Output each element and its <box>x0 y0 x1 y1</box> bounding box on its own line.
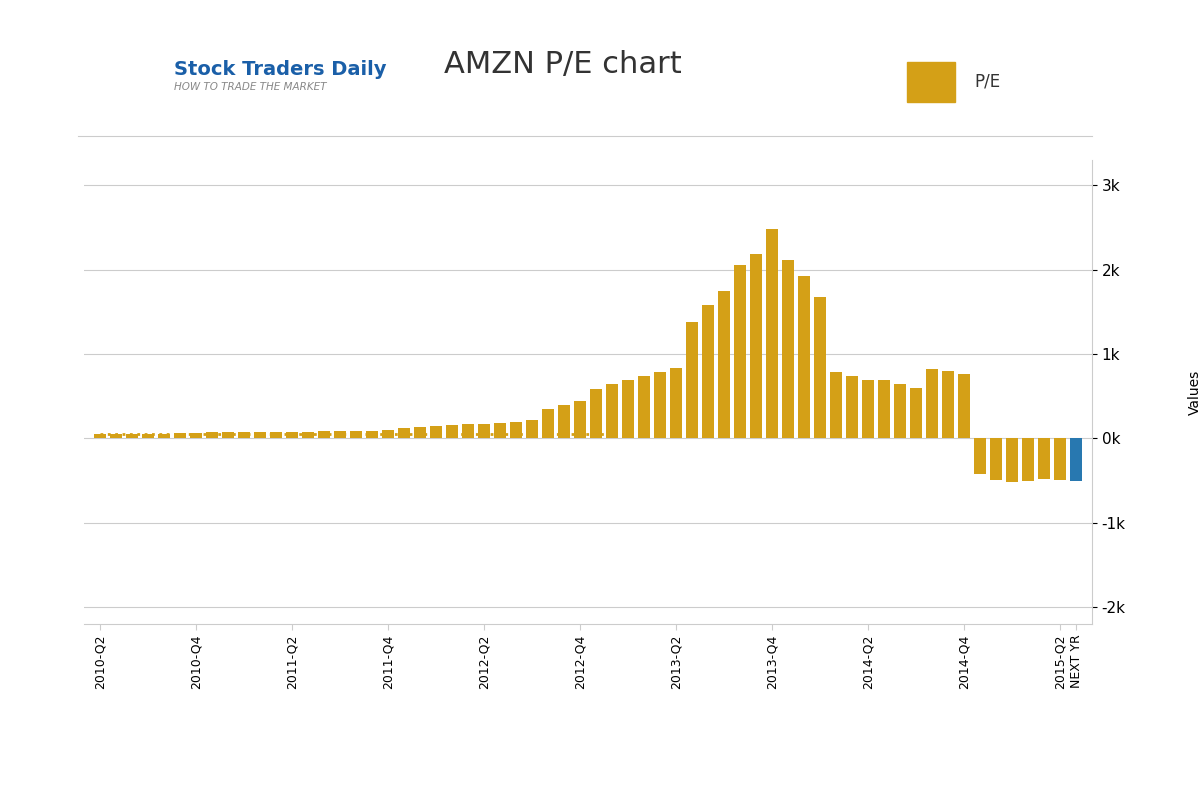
Text: Stock Traders Daily: Stock Traders Daily <box>174 60 386 79</box>
Bar <box>862 380 874 438</box>
Bar <box>510 422 522 438</box>
Bar <box>907 62 955 102</box>
Bar <box>846 375 858 438</box>
Bar <box>478 424 490 438</box>
Bar <box>574 402 586 438</box>
Bar <box>206 432 218 438</box>
Bar <box>894 383 906 438</box>
Bar <box>366 430 378 438</box>
Bar <box>750 254 762 438</box>
Bar <box>590 389 602 438</box>
Bar <box>958 374 970 438</box>
Bar <box>142 434 154 438</box>
Bar <box>814 297 826 438</box>
Bar <box>1070 438 1082 482</box>
Bar <box>398 428 410 438</box>
Bar <box>1038 438 1050 479</box>
Bar <box>638 376 650 438</box>
Bar <box>110 434 122 438</box>
Bar <box>174 433 186 438</box>
Bar <box>702 305 714 438</box>
Bar <box>350 431 362 438</box>
Bar <box>494 423 506 438</box>
Bar <box>254 432 266 438</box>
Bar <box>126 434 138 438</box>
Bar <box>910 388 922 438</box>
Bar <box>782 259 794 438</box>
Bar <box>1022 438 1034 481</box>
Text: HOW TO TRADE THE MARKET: HOW TO TRADE THE MARKET <box>174 82 326 92</box>
Bar <box>734 266 746 438</box>
Bar <box>318 431 330 438</box>
Bar <box>606 385 618 438</box>
Text: AMZN P/E chart: AMZN P/E chart <box>444 50 682 79</box>
Bar <box>718 290 730 438</box>
Bar <box>286 432 298 438</box>
Bar <box>830 372 842 438</box>
Bar <box>1054 438 1066 480</box>
Bar <box>1006 438 1018 482</box>
Bar <box>158 434 170 438</box>
Bar <box>766 229 778 438</box>
Bar <box>878 380 890 438</box>
Bar <box>926 370 938 438</box>
Bar <box>670 367 682 438</box>
Bar <box>238 432 250 438</box>
Bar <box>686 322 698 438</box>
Bar <box>942 371 954 438</box>
Bar <box>94 434 106 438</box>
Bar <box>542 409 554 438</box>
Bar <box>526 420 538 438</box>
Bar <box>974 438 986 474</box>
Bar <box>334 431 346 438</box>
Bar <box>654 372 666 438</box>
Bar <box>382 430 394 438</box>
Bar <box>558 406 570 438</box>
Bar <box>270 432 282 438</box>
Y-axis label: Values: Values <box>1188 370 1200 414</box>
Bar <box>462 425 474 438</box>
Bar <box>302 432 314 438</box>
Bar <box>622 380 634 438</box>
Bar <box>222 433 234 438</box>
Bar <box>190 433 202 438</box>
Bar <box>430 426 442 438</box>
Bar <box>446 426 458 438</box>
Bar <box>990 438 1002 480</box>
Text: P/E: P/E <box>974 73 1001 91</box>
Bar <box>798 277 810 438</box>
Bar <box>414 427 426 438</box>
